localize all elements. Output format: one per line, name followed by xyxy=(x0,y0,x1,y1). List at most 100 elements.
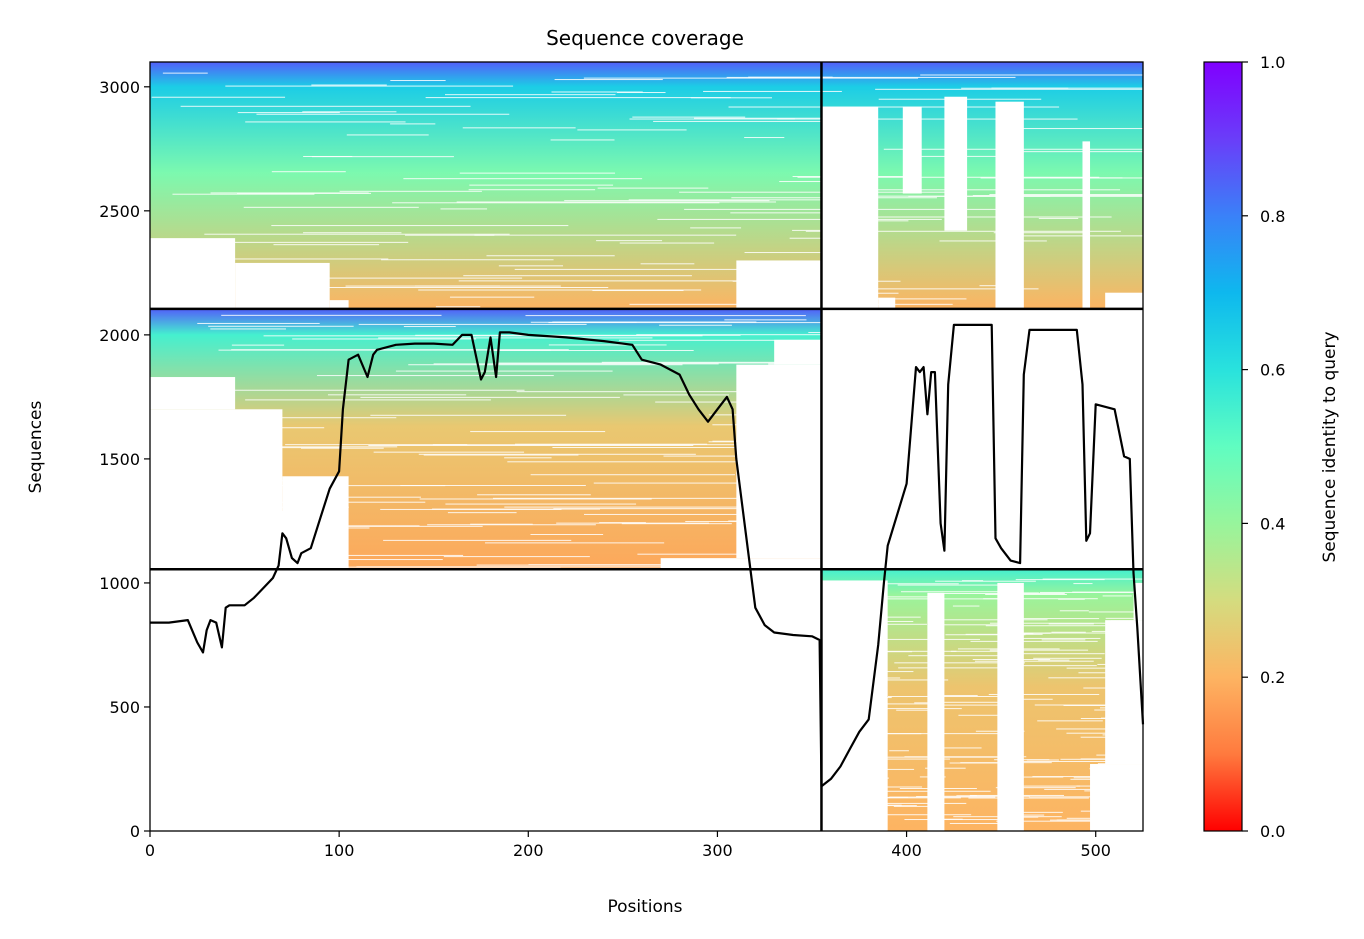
row-streak xyxy=(885,621,914,623)
row-streak xyxy=(245,399,491,401)
row-streak xyxy=(1041,639,1086,641)
row-streak xyxy=(808,332,929,334)
row-streak xyxy=(300,447,384,449)
row-streak xyxy=(1006,334,1143,336)
row-streak xyxy=(838,651,913,653)
row-streak xyxy=(994,759,1050,761)
row-streak xyxy=(285,444,468,446)
row-streak xyxy=(492,497,810,499)
y-axis: 0 500 1000 1500 2000 2500 3000 xyxy=(99,78,150,841)
row-streak xyxy=(548,322,840,324)
row-streak xyxy=(999,633,1034,635)
row-streak xyxy=(883,148,1143,150)
row-streak xyxy=(850,677,901,679)
row-streak xyxy=(958,714,1023,716)
row-streak xyxy=(596,240,663,242)
row-streak xyxy=(941,701,1002,703)
row-streak xyxy=(961,87,1069,89)
row-streak xyxy=(882,616,921,618)
row-streak xyxy=(516,391,754,393)
y-tick-label: 0 xyxy=(130,822,140,841)
coverage-gap xyxy=(150,238,236,309)
row-streak xyxy=(419,498,652,500)
colorbar-tick-label: 0.8 xyxy=(1260,207,1285,226)
row-streak xyxy=(550,139,615,141)
row-streak xyxy=(1070,778,1121,780)
row-streak xyxy=(972,320,1143,322)
row-streak xyxy=(432,508,601,510)
coverage-gap xyxy=(329,300,349,309)
row-streak xyxy=(221,314,442,316)
row-streak xyxy=(243,206,419,208)
row-streak xyxy=(152,485,446,487)
row-streak xyxy=(618,339,927,341)
row-streak xyxy=(728,106,1060,108)
row-streak xyxy=(463,275,692,277)
coverage-gap xyxy=(997,582,1024,831)
row-streak xyxy=(847,777,889,779)
row-streak xyxy=(1006,698,1053,700)
row-streak xyxy=(989,622,1119,624)
row-streak xyxy=(970,640,1098,642)
row-streak xyxy=(341,525,420,527)
row-streak xyxy=(1089,768,1109,770)
row-streak xyxy=(832,727,874,729)
row-streak xyxy=(939,619,1048,621)
row-streak xyxy=(552,321,757,323)
row-streak xyxy=(636,334,879,336)
row-streak xyxy=(492,349,694,351)
row-streak xyxy=(1076,785,1143,787)
row-streak xyxy=(617,92,666,94)
row-streak xyxy=(898,667,1005,669)
row-streak xyxy=(985,625,1106,627)
row-streak xyxy=(679,191,951,193)
row-streak xyxy=(904,819,1022,821)
row-streak xyxy=(548,344,667,346)
row-streak xyxy=(218,349,551,351)
colorbar-tick-label: 1.0 xyxy=(1260,53,1285,72)
row-streak xyxy=(989,194,1143,196)
row-streak xyxy=(1037,395,1143,397)
row-streak xyxy=(208,325,354,327)
row-streak xyxy=(1012,814,1045,816)
row-streak xyxy=(468,189,596,191)
coverage-gap xyxy=(1105,620,1143,765)
row-streak xyxy=(1014,776,1064,778)
row-streak xyxy=(872,483,1084,485)
row-streak xyxy=(299,500,338,502)
row-streak xyxy=(872,189,1121,191)
row-streak xyxy=(724,319,807,321)
row-streak xyxy=(914,702,941,704)
row-streak xyxy=(990,528,1101,530)
row-streak xyxy=(824,450,903,452)
row-streak xyxy=(554,79,663,81)
row-streak xyxy=(836,563,1012,565)
row-streak xyxy=(174,404,232,406)
row-streak xyxy=(920,74,1143,76)
row-streak xyxy=(995,787,1076,789)
row-streak xyxy=(1028,796,1141,798)
y-tick-label: 500 xyxy=(109,698,140,717)
row-streak xyxy=(1044,788,1103,790)
row-streak xyxy=(432,444,750,446)
row-streak xyxy=(458,280,758,282)
row-streak xyxy=(747,392,960,394)
row-streak xyxy=(857,518,1143,520)
row-streak xyxy=(885,596,937,598)
colorbar-label: Sequence identity to query xyxy=(1320,331,1340,562)
row-streak xyxy=(415,334,741,336)
row-streak xyxy=(225,85,514,87)
row-streak xyxy=(1002,543,1143,545)
row-streak xyxy=(220,389,525,391)
row-streak xyxy=(197,322,320,324)
row-streak xyxy=(908,655,1019,657)
row-streak xyxy=(886,598,1012,600)
coverage-line-layer xyxy=(150,323,1145,788)
row-streak xyxy=(904,756,1027,758)
row-streak xyxy=(893,805,931,807)
row-streak xyxy=(400,484,586,486)
row-streak xyxy=(989,649,1089,651)
row-streak xyxy=(212,526,307,528)
row-streak xyxy=(162,72,208,74)
